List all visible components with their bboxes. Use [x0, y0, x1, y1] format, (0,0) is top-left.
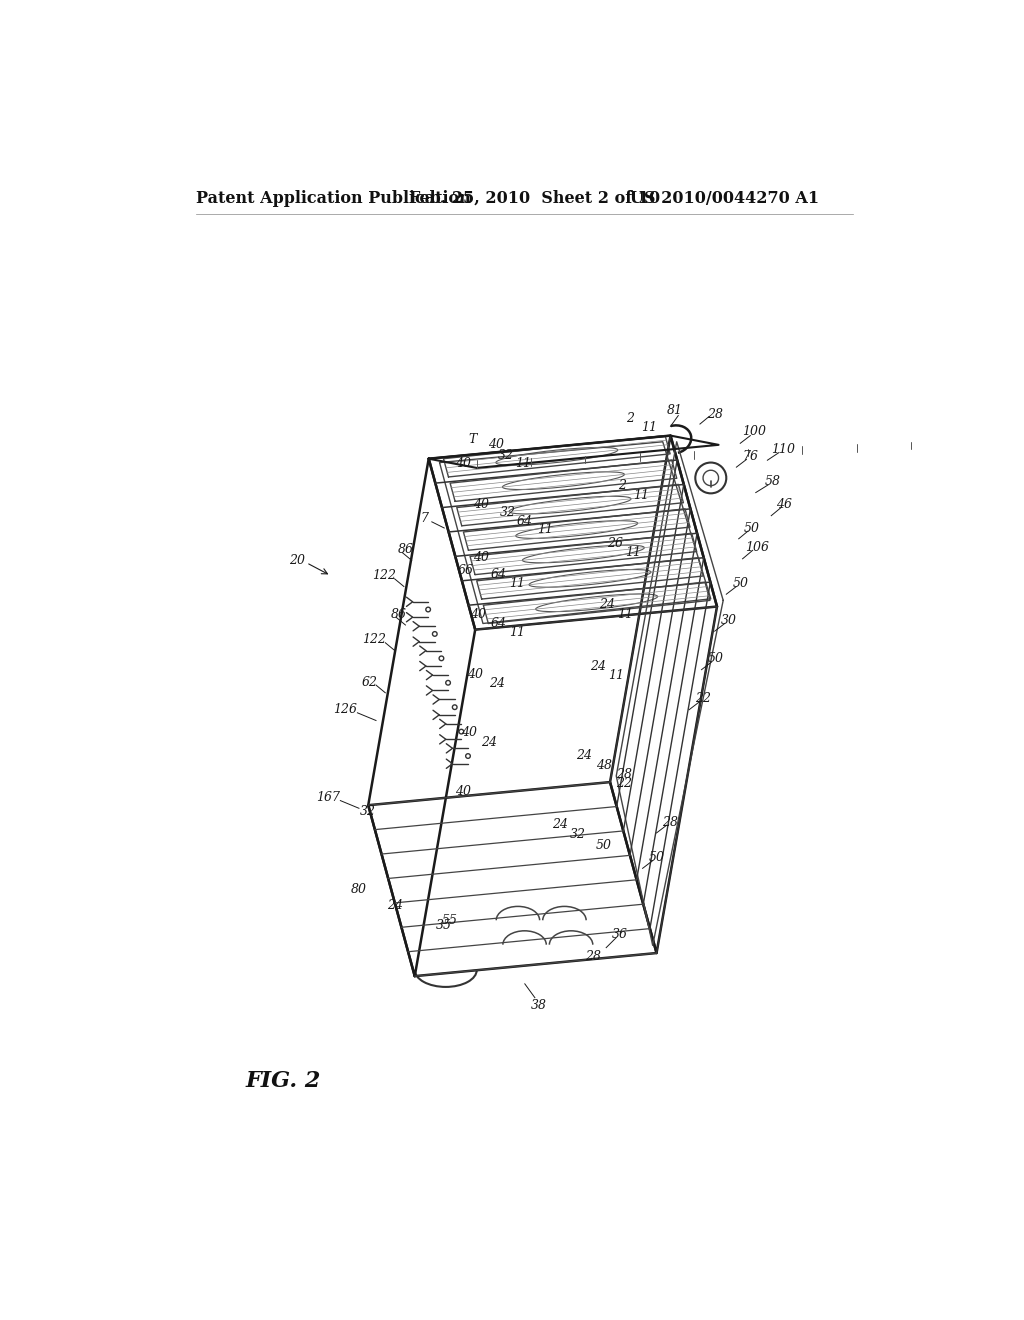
Text: 122: 122 [362, 634, 386, 647]
Text: 64: 64 [490, 616, 507, 630]
Text: 50: 50 [743, 521, 760, 535]
Text: 36: 36 [612, 928, 628, 941]
Text: 24: 24 [481, 735, 497, 748]
Text: 66: 66 [457, 564, 473, 577]
Text: 58: 58 [765, 475, 781, 488]
Text: 100: 100 [742, 425, 766, 438]
Text: 40: 40 [470, 607, 486, 620]
Text: 86: 86 [397, 543, 414, 556]
Text: Feb. 25, 2010  Sheet 2 of 10: Feb. 25, 2010 Sheet 2 of 10 [409, 190, 659, 207]
Text: Patent Application Publication: Patent Application Publication [197, 190, 471, 207]
Text: 76: 76 [742, 450, 759, 463]
Text: 22: 22 [695, 693, 711, 705]
Text: 28: 28 [707, 408, 723, 421]
Text: 11: 11 [608, 669, 625, 682]
Text: 50: 50 [648, 851, 665, 865]
Text: US 2010/0044270 A1: US 2010/0044270 A1 [630, 190, 819, 207]
Text: 24: 24 [575, 748, 592, 762]
Text: 32: 32 [360, 805, 376, 818]
Text: 122: 122 [372, 569, 395, 582]
Text: 7: 7 [420, 512, 428, 525]
Text: 40: 40 [467, 668, 483, 681]
Text: 50: 50 [596, 838, 612, 851]
Text: 38: 38 [530, 999, 547, 1012]
Text: 50: 50 [732, 577, 749, 590]
Text: 24: 24 [553, 818, 568, 832]
Text: FIG. 2: FIG. 2 [246, 1069, 322, 1092]
Text: 32: 32 [499, 449, 514, 462]
Text: 11: 11 [509, 626, 525, 639]
Text: 32: 32 [569, 828, 586, 841]
Text: 126: 126 [333, 704, 357, 717]
Text: 24: 24 [488, 677, 505, 690]
Text: 11: 11 [641, 421, 656, 434]
Text: 24: 24 [387, 899, 403, 912]
Text: 64: 64 [517, 515, 532, 528]
Text: 28: 28 [585, 949, 601, 962]
Text: 11: 11 [626, 546, 641, 560]
Text: 55: 55 [441, 915, 458, 927]
Text: 32: 32 [500, 506, 516, 519]
Text: 20: 20 [289, 554, 305, 566]
Text: 11: 11 [509, 577, 525, 590]
Text: 40: 40 [488, 438, 504, 451]
Text: 28: 28 [616, 768, 632, 781]
Text: 40: 40 [461, 726, 477, 739]
Text: 11: 11 [633, 490, 649, 502]
Text: 46: 46 [776, 499, 793, 511]
Text: 86: 86 [391, 607, 408, 620]
Text: 28: 28 [663, 816, 679, 829]
Text: 11: 11 [515, 457, 531, 470]
Text: 40: 40 [455, 785, 471, 797]
Text: 40: 40 [455, 457, 471, 470]
Text: 106: 106 [745, 541, 769, 554]
Text: 24: 24 [590, 660, 605, 673]
Text: 110: 110 [771, 444, 795, 455]
Text: 35: 35 [436, 919, 453, 932]
Text: 64: 64 [490, 568, 507, 581]
Text: 62: 62 [361, 676, 378, 689]
Text: 167: 167 [316, 791, 340, 804]
Text: 30: 30 [721, 614, 736, 627]
Text: 2: 2 [627, 412, 634, 425]
Text: 81: 81 [667, 404, 682, 417]
Text: 26: 26 [606, 537, 623, 550]
Text: 50: 50 [708, 652, 723, 665]
Text: 11: 11 [617, 607, 634, 620]
Text: 24: 24 [599, 598, 615, 611]
Text: 48: 48 [596, 759, 612, 772]
Text: 40: 40 [473, 499, 488, 511]
Text: T: T [469, 433, 477, 446]
Text: 2: 2 [618, 479, 627, 492]
Text: 80: 80 [351, 883, 367, 896]
Text: 22: 22 [616, 777, 632, 791]
Text: 11: 11 [537, 523, 553, 536]
Text: 40: 40 [473, 550, 489, 564]
